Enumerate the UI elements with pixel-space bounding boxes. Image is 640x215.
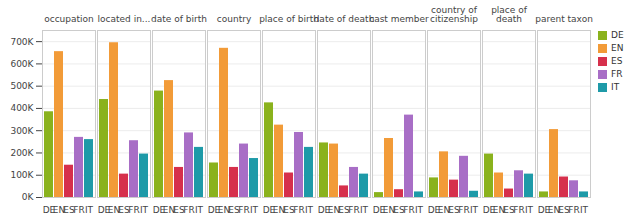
svg-text:FR: FR xyxy=(458,205,469,215)
svg-text:FR: FR xyxy=(293,205,304,215)
svg-text:IT: IT xyxy=(580,205,589,215)
svg-text:EN: EN xyxy=(437,204,451,215)
svg-text:EN: EN xyxy=(327,204,341,215)
svg-text:300K: 300K xyxy=(10,126,34,136)
svg-text:FR: FR xyxy=(183,205,194,215)
html-text:IT: IT xyxy=(611,82,620,92)
svg-text:cast member: cast member xyxy=(369,14,429,24)
svg-text:EN: EN xyxy=(162,204,176,215)
svg-text:FR: FR xyxy=(128,205,139,215)
html-text:EN: EN xyxy=(611,43,624,53)
svg-text:IT: IT xyxy=(85,205,94,215)
svg-text:ES: ES xyxy=(393,204,405,215)
svg-text:place of birth: place of birth xyxy=(259,14,319,24)
svg-text:ES: ES xyxy=(338,204,350,215)
svg-text:DE: DE xyxy=(372,204,386,215)
svg-text:ES: ES xyxy=(503,204,515,215)
svg-text:EN: EN xyxy=(547,204,561,215)
svg-text:DE: DE xyxy=(97,204,111,215)
svg-text:DE: DE xyxy=(262,204,276,215)
svg-text:ES: ES xyxy=(448,204,460,215)
svg-text:FR: FR xyxy=(403,205,414,215)
svg-text:date of death: date of death xyxy=(314,14,375,24)
svg-text:FR: FR xyxy=(348,205,359,215)
svg-text:DE: DE xyxy=(42,204,56,215)
svg-text:EN: EN xyxy=(492,204,506,215)
svg-text:IT: IT xyxy=(250,205,259,215)
svg-text:IT: IT xyxy=(415,205,424,215)
svg-text:EN: EN xyxy=(107,204,121,215)
html-text:ES: ES xyxy=(611,56,623,66)
svg-text:IT: IT xyxy=(525,205,534,215)
svg-text:400K: 400K xyxy=(10,103,34,113)
svg-text:FR: FR xyxy=(568,205,579,215)
svg-text:DE: DE xyxy=(537,204,551,215)
svg-text:EN: EN xyxy=(382,204,396,215)
svg-text:EN: EN xyxy=(272,204,286,215)
svg-text:country: country xyxy=(217,14,252,24)
svg-text:DE: DE xyxy=(427,204,441,215)
svg-text:DE: DE xyxy=(482,204,496,215)
svg-text:occupation: occupation xyxy=(44,14,94,24)
svg-text:IT: IT xyxy=(305,205,314,215)
svg-text:FR: FR xyxy=(513,205,524,215)
svg-text:700K: 700K xyxy=(10,37,34,47)
svg-text:ES: ES xyxy=(283,204,295,215)
html-text:FR: FR xyxy=(611,69,623,79)
svg-text:200K: 200K xyxy=(10,148,34,158)
svg-text:place ofdeath: place ofdeath xyxy=(491,5,528,24)
svg-text:FR: FR xyxy=(238,205,249,215)
svg-text:0K: 0K xyxy=(22,192,35,202)
svg-text:date of birth: date of birth xyxy=(151,14,207,24)
svg-text:ES: ES xyxy=(228,204,240,215)
svg-text:IT: IT xyxy=(140,205,149,215)
svg-text:100K: 100K xyxy=(10,170,34,180)
svg-text:DE: DE xyxy=(317,204,331,215)
html-text:DE: DE xyxy=(611,30,624,40)
svg-text:EN: EN xyxy=(217,204,231,215)
svg-text:600K: 600K xyxy=(10,59,34,69)
svg-text:ES: ES xyxy=(118,204,130,215)
svg-text:EN: EN xyxy=(52,204,66,215)
svg-text:parent taxon: parent taxon xyxy=(535,14,593,24)
svg-text:IT: IT xyxy=(360,205,369,215)
svg-text:500K: 500K xyxy=(10,81,34,91)
svg-text:located in...: located in... xyxy=(98,14,151,24)
svg-text:ES: ES xyxy=(173,204,185,215)
svg-text:DE: DE xyxy=(207,204,221,215)
svg-text:FR: FR xyxy=(73,205,84,215)
svg-text:ES: ES xyxy=(558,204,570,215)
svg-text:country ofcitizenship: country ofcitizenship xyxy=(430,5,478,24)
svg-text:ES: ES xyxy=(63,204,75,215)
svg-text:DE: DE xyxy=(152,204,166,215)
svg-text:IT: IT xyxy=(195,205,204,215)
svg-text:IT: IT xyxy=(470,205,479,215)
